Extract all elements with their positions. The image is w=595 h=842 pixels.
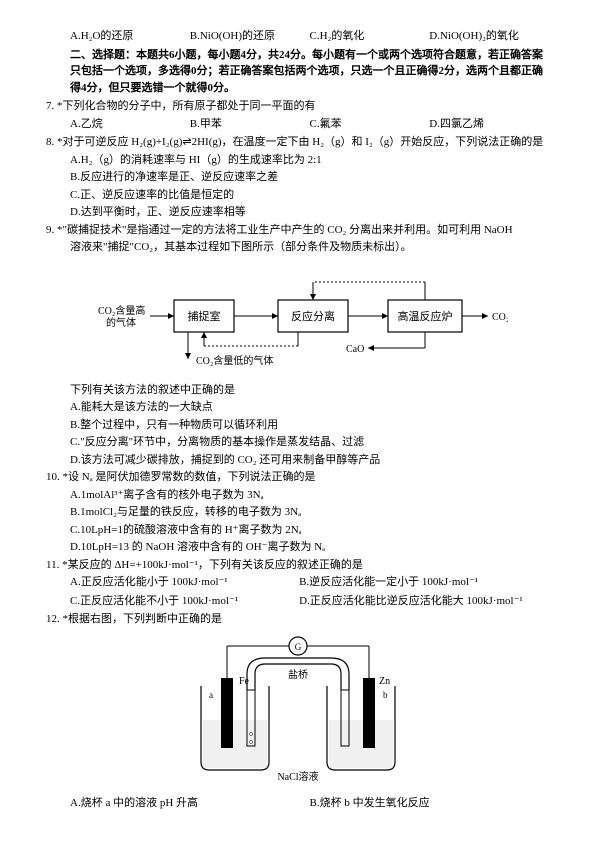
svg-text:的气体: 的气体 <box>106 316 136 329</box>
q10-opt-b: B.1molCl₂与足量的铁反应，转移的电子数为 3Nₐ <box>46 504 549 521</box>
q6-opt-b: B.NiO(OH)的还原 <box>190 28 310 45</box>
q12-opt-a: A.烧杯 a 中的溶液 pH 升高 <box>46 795 310 812</box>
q8-opt-d: D.达到平衡时，正、逆反应速率相等 <box>46 204 549 221</box>
q11-row1: A.正反应活化能小于 100kJ·mol⁻¹ B.逆反应活化能一定小于 100k… <box>46 574 549 591</box>
q9-opt-b: B.整个过程中，只有一种物质可以循环利用 <box>46 417 549 434</box>
q10-opt-c: C.10LpH=1的硫酸溶液中含有的 H⁺离子数为 2Nₐ <box>46 522 549 539</box>
q7-opt-a: A.乙烷 <box>46 116 190 133</box>
q10-stem: 10. *设 Nₐ 是阿伏加德罗常数的数值，下列说法正确的是 <box>46 469 549 486</box>
q10-opt-d: D.10LpH=13 的 NaOH 溶液中含有的 OH⁻离子数为 Nₐ <box>46 539 549 556</box>
q12-fe: Fe <box>239 676 250 687</box>
q9-sub: 下列有关该方法的叙述中正确的是 <box>46 382 549 399</box>
svg-text:b: b <box>383 690 388 700</box>
q7-opt-b: B.甲苯 <box>190 116 310 133</box>
q11-opt-d: D.正反应活化能比逆反应活化能大 100kJ·mol⁻¹ <box>299 593 549 610</box>
q12-bridge: 盐桥 <box>288 668 308 681</box>
q6-opt-a: A.H₂O的还原 <box>46 28 190 45</box>
q9-stem1: 9. *"碳捕捉技术"是指通过一定的方法将工业生产中产生的 CO₂ 分离出来并利… <box>46 222 549 239</box>
svg-text:a: a <box>209 690 213 700</box>
q10-opt-a: A.1molAl³⁺离子含有的核外电子数为 3Nₐ <box>46 487 549 504</box>
q8-opt-a: A.H₂（g）的消耗速率与 HI（g）的生成速率比为 2:1 <box>46 152 549 169</box>
q7-stem: 7. *下列化合物的分子中，所有原子都处于同一平面的有 <box>46 98 549 115</box>
q8-opt-c: C.正、逆反应速率的比值是恒定的 <box>46 187 549 204</box>
q11-stem: 11. *某反应的 ΔH=+100kJ·mol⁻¹，下列有关该反应的叙述正确的是 <box>46 557 549 574</box>
q9-output-right: CO₂ <box>492 312 508 323</box>
section2-title: 二、选择题：本题共6小题，每小题4分，共24分。每小题有一个或两个选项符合题意，… <box>46 47 549 97</box>
q9-stem2: 溶液来"捕捉"CO₂，其基本过程如下图所示（部分条件及物质未标出）。 <box>46 239 549 256</box>
q11-opt-a: A.正反应活化能小于 100kJ·mol⁻¹ <box>46 574 299 591</box>
q11-opt-c: C.正反应活化能不小于 100kJ·mol⁻¹ <box>46 593 299 610</box>
q9-box3: 高温反应炉 <box>397 309 452 323</box>
q12-opt-b: B.烧杯 b 中发生氧化反应 <box>310 795 550 812</box>
q9-input-label: CO₂含量高 <box>98 304 145 317</box>
q7-opt-c: C.氟苯 <box>310 116 430 133</box>
q9-opt-c: C."反应分离"环节中，分离物质的基本操作是蒸发结晶、过滤 <box>46 434 549 451</box>
q6-options: A.H₂O的还原 B.NiO(OH)的还原 C.H₂的氧化 D.NiO(OH)₂… <box>46 28 549 45</box>
q12-solution: NaCl溶液 <box>277 770 318 783</box>
q6-opt-c: C.H₂的氧化 <box>310 28 430 45</box>
q9-opt-a: A.能耗大是该方法的一大缺点 <box>46 399 549 416</box>
q12-zn: Zn <box>379 676 390 687</box>
q9-flowchart: CO₂含量高 的气体 捕捉室 反应分离 高温反应炉 CO₂ CaO CO₂含量低… <box>46 264 549 374</box>
q7-options: A.乙烷 B.甲苯 C.氟苯 D.四氯乙烯 <box>46 116 549 133</box>
q9-box2: 反应分离 <box>291 309 335 323</box>
q11-opt-b: B.逆反应活化能一定小于 100kJ·mol⁻¹ <box>299 574 549 591</box>
q6-opt-d: D.NiO(OH)₂的氧化 <box>429 28 549 45</box>
q12-meter: G <box>294 642 301 652</box>
q8-opt-b: B.反应进行的净速率是正、逆反应速率之差 <box>46 169 549 186</box>
q12-options: A.烧杯 a 中的溶液 pH 升高 B.烧杯 b 中发生氧化反应 <box>46 795 549 812</box>
q12-circuit: G Fe Zn 盐桥 NaCl溶液 a b <box>46 634 549 790</box>
q9-box1: 捕捉室 <box>187 309 220 323</box>
q8-stem: 8. *对于可逆反应 H₂(g)+I₂(g)⇌2HI(g)，在温度一定下由 H₂… <box>46 134 549 151</box>
q9-cao: CaO <box>346 344 364 355</box>
q11-row2: C.正反应活化能不小于 100kJ·mol⁻¹ D.正反应活化能比逆反应活化能大… <box>46 593 549 610</box>
q9-output-bottom: CO₂含量低的气体 <box>196 354 273 367</box>
q9-opt-d: D.该方法可减少碳排放，捕捉到的 CO₂ 还可用来制备甲醇等产品 <box>46 452 549 469</box>
q12-stem: 12. *根据右图，下列判断中正确的是 <box>46 611 549 628</box>
q7-opt-d: D.四氯乙烯 <box>429 116 549 133</box>
